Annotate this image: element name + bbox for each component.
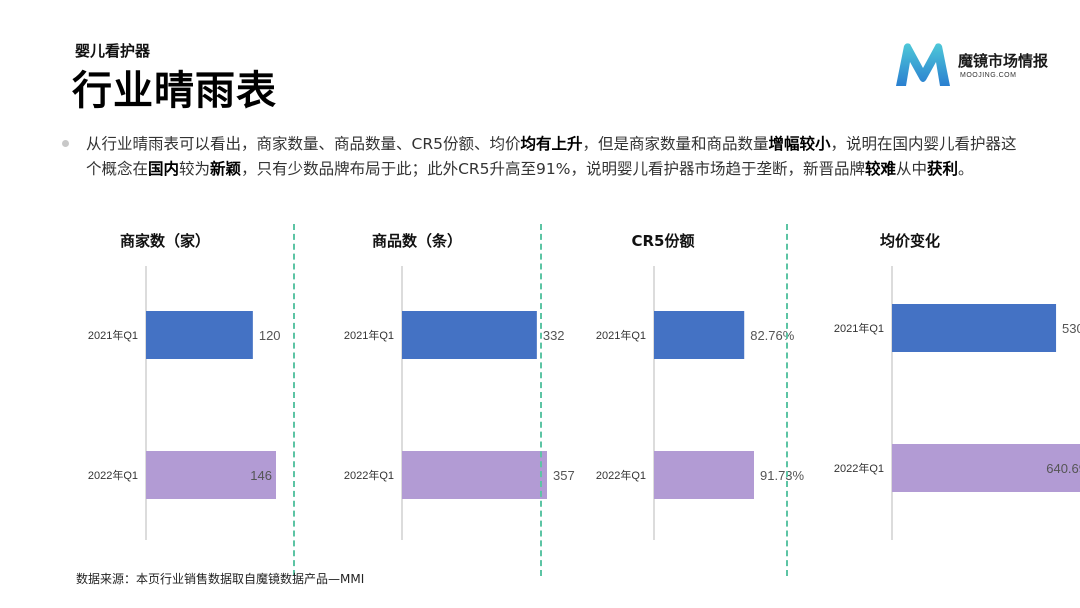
data-label: 640.69 — [1046, 461, 1080, 476]
summary-segment: ，但是商家数量和商品数量 — [582, 135, 769, 153]
data-label: 120 — [259, 328, 281, 343]
summary-segment: 从中 — [896, 160, 928, 178]
summary-text: 从行业晴雨表可以看出，商家数量、商品数量、CR5份额、均价均有上升，但是商家数量… — [86, 132, 1026, 182]
chart-merchants: 商家数（家） 2021年Q1 120 2022年Q1 146 — [60, 222, 290, 562]
data-label: 357 — [553, 468, 575, 483]
summary-emphasis: 国内 — [148, 160, 180, 178]
chart-title: 商家数（家） — [119, 232, 210, 250]
divider-1 — [293, 224, 295, 576]
summary-segment: ，说明在国内婴儿看护器这个概念在 — [86, 135, 1017, 178]
summary-emphasis: 较难 — [864, 160, 896, 178]
divider-3 — [786, 224, 788, 576]
bullet-dot — [62, 140, 69, 147]
data-label: 82.76% — [750, 328, 795, 343]
category-label: 2021年Q1 — [834, 321, 884, 335]
summary-segment: 。 — [958, 160, 974, 178]
category-label: 2021年Q1 — [88, 328, 138, 342]
chart-title: 商品数（条） — [371, 232, 462, 250]
bar-2021q1 — [146, 311, 253, 359]
summary-segment: ，只有少数品牌布局于此；此外CR5升高至91%，说明婴儿看护器市场趋于垄断，新晋… — [241, 160, 865, 178]
data-label: 332 — [543, 328, 565, 343]
chart-title: 均价变化 — [879, 232, 940, 250]
category-label: 2021年Q1 — [596, 328, 646, 342]
chart-title: CR5份额 — [631, 232, 695, 250]
summary-segment: 较为 — [179, 160, 211, 178]
data-label: 146 — [250, 468, 272, 483]
bar-2022q1 — [654, 451, 754, 499]
category-label: 2022年Q1 — [834, 461, 884, 475]
chart-avg-price: 均价变化 2021年Q1 530.85 2022年Q1 640.69 — [802, 222, 1080, 562]
data-source-note: 数据来源：本页行业销售数据取自魔镜数据产品—MMI — [76, 572, 365, 586]
bar-2022q1 — [892, 444, 1080, 492]
logo-name: 魔镜市场情报 — [958, 52, 1049, 70]
bar-2022q1 — [402, 451, 547, 499]
category-label: 2022年Q1 — [88, 468, 138, 482]
chart-cr5: CR5份额 2021年Q1 82.76% 2022年Q1 91.73% — [563, 222, 805, 562]
category-label: 2022年Q1 — [344, 468, 394, 482]
bar-2021q1 — [654, 311, 745, 359]
summary-emphasis: 均有上升 — [520, 135, 583, 153]
divider-2 — [540, 224, 542, 576]
brand-logo: 魔镜市场情报 MOOJING.COM — [892, 40, 1062, 92]
page-title: 行业晴雨表 — [72, 68, 277, 114]
chart-products: 商品数（条） 2021年Q1 332 2022年Q1 357 — [312, 222, 575, 562]
logo-domain: MOOJING.COM — [960, 72, 1017, 79]
data-label: 530.85 — [1062, 321, 1080, 336]
summary-emphasis: 新颖 — [210, 160, 242, 178]
page-subtitle: 婴儿看护器 — [75, 42, 151, 60]
summary-segment: 从行业晴雨表可以看出，商家数量、商品数量、CR5份额、均价 — [86, 135, 521, 153]
bar-2021q1 — [402, 311, 537, 359]
data-label: 91.73% — [760, 468, 805, 483]
bar-2022q1 — [146, 451, 276, 499]
summary-emphasis: 获利 — [927, 160, 959, 178]
category-label: 2022年Q1 — [596, 468, 646, 482]
bar-2021q1 — [892, 304, 1057, 352]
logo-m-icon — [896, 43, 950, 86]
summary-emphasis: 增幅较小 — [768, 135, 831, 153]
category-label: 2021年Q1 — [344, 328, 394, 342]
